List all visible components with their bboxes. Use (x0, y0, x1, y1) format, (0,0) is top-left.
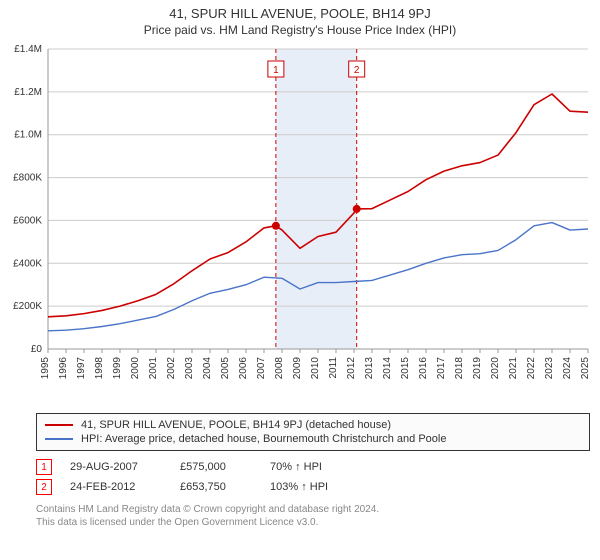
event-badge-2: 2 (36, 479, 52, 495)
svg-text:2007: 2007 (256, 357, 267, 380)
svg-text:2024: 2024 (562, 357, 573, 380)
chart-svg: £0 £200K £400K £600K £800K £1.0M £1.2M £1.4M 199… (0, 39, 600, 409)
svg-text:£200K: £200K (13, 301, 42, 312)
svg-text:£0: £0 (31, 344, 43, 355)
legend-item-hpi: HPI: Average price, detached house, Bour… (45, 432, 581, 446)
event-row: 1 29-AUG-2007 £575,000 70% ↑ HPI (36, 457, 590, 477)
svg-text:£400K: £400K (13, 258, 42, 269)
svg-text:2011: 2011 (328, 357, 339, 379)
event-price: £575,000 (180, 461, 270, 473)
page-title: 41, SPUR HILL AVENUE, POOLE, BH14 9PJ (0, 6, 600, 21)
svg-text:2025: 2025 (580, 357, 591, 380)
svg-text:2004: 2004 (202, 357, 213, 380)
svg-text:1998: 1998 (94, 357, 105, 380)
svg-text:2012: 2012 (346, 357, 357, 380)
header: 41, SPUR HILL AVENUE, POOLE, BH14 9PJ Pr… (0, 0, 600, 39)
svg-text:2019: 2019 (472, 357, 483, 380)
legend-swatch-property (45, 424, 73, 426)
svg-text:2009: 2009 (292, 357, 303, 380)
event-badge-1: 1 (36, 459, 52, 475)
footnote: Contains HM Land Registry data © Crown c… (36, 503, 590, 529)
legend-label-property: 41, SPUR HILL AVENUE, POOLE, BH14 9PJ (d… (81, 419, 391, 431)
svg-text:2002: 2002 (166, 357, 177, 380)
svg-text:1999: 1999 (112, 357, 123, 380)
event-row: 2 24-FEB-2012 £653,750 103% ↑ HPI (36, 477, 590, 497)
event-delta: 70% ↑ HPI (270, 461, 322, 473)
svg-text:2000: 2000 (130, 357, 141, 380)
svg-text:£1.2M: £1.2M (14, 87, 42, 98)
event-date: 24-FEB-2012 (70, 481, 180, 493)
svg-text:1996: 1996 (58, 357, 69, 380)
svg-text:2020: 2020 (490, 357, 501, 380)
svg-text:2: 2 (354, 65, 360, 76)
svg-text:1997: 1997 (76, 357, 87, 380)
price-chart: £0 £200K £400K £600K £800K £1.0M £1.2M £1.4M 199… (0, 39, 600, 409)
svg-text:2005: 2005 (220, 357, 231, 380)
svg-text:2022: 2022 (526, 357, 537, 380)
page-subtitle: Price paid vs. HM Land Registry's House … (0, 23, 600, 37)
legend-swatch-hpi (45, 438, 73, 440)
svg-text:2023: 2023 (544, 357, 555, 380)
svg-text:2006: 2006 (238, 357, 249, 380)
svg-text:2001: 2001 (148, 357, 159, 380)
svg-text:2003: 2003 (184, 357, 195, 380)
svg-text:2017: 2017 (436, 357, 447, 380)
svg-text:2013: 2013 (364, 357, 375, 380)
svg-text:2016: 2016 (418, 357, 429, 380)
event-price: £653,750 (180, 481, 270, 493)
svg-text:2015: 2015 (400, 357, 411, 380)
svg-text:£800K: £800K (13, 173, 42, 184)
legend-item-property: 41, SPUR HILL AVENUE, POOLE, BH14 9PJ (d… (45, 418, 581, 432)
legend: 41, SPUR HILL AVENUE, POOLE, BH14 9PJ (d… (36, 413, 590, 451)
svg-text:2010: 2010 (310, 357, 321, 380)
footnote-line: This data is licensed under the Open Gov… (36, 516, 590, 529)
svg-text:£1.4M: £1.4M (14, 44, 42, 55)
event-date: 29-AUG-2007 (70, 461, 180, 473)
footnote-line: Contains HM Land Registry data © Crown c… (36, 503, 590, 516)
svg-text:1: 1 (273, 65, 279, 76)
svg-text:1995: 1995 (40, 357, 51, 380)
svg-text:2021: 2021 (508, 357, 519, 380)
svg-text:2014: 2014 (382, 357, 393, 380)
legend-label-hpi: HPI: Average price, detached house, Bour… (81, 433, 446, 445)
event-delta: 103% ↑ HPI (270, 481, 328, 493)
svg-text:£1.0M: £1.0M (14, 130, 42, 141)
event-list: 1 29-AUG-2007 £575,000 70% ↑ HPI 2 24-FE… (36, 457, 590, 497)
svg-text:£600K: £600K (13, 215, 42, 226)
svg-text:2008: 2008 (274, 357, 285, 380)
svg-text:2018: 2018 (454, 357, 465, 380)
